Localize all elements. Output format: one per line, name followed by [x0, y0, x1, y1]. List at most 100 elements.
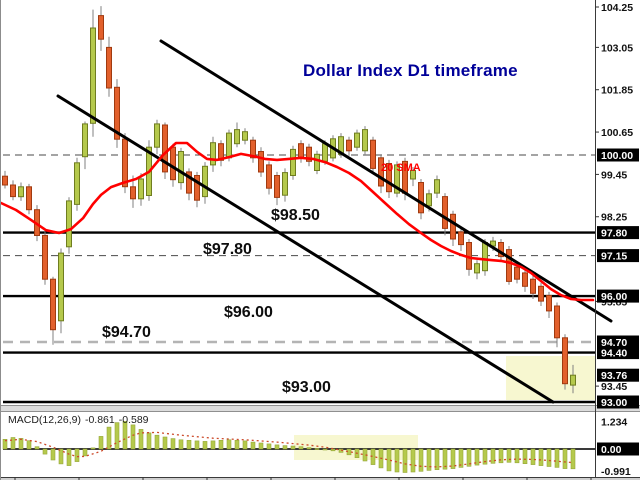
bull-candle [58, 252, 64, 322]
bull-candle [282, 172, 288, 196]
macd-name: MACD(12,26,9) [8, 414, 81, 426]
bear-candle [258, 151, 264, 173]
bear-candle [114, 86, 120, 140]
macd-histogram-bar [474, 448, 480, 466]
macd-histogram-bar [170, 438, 176, 450]
macd-histogram-bar [162, 436, 168, 450]
bear-candle [2, 175, 8, 186]
axis-tick-label: 93.45 [601, 381, 627, 393]
macd-histogram-bar [18, 438, 24, 450]
macd-indicator-label: MACD(12,26,9) -0.861 -0.589 [8, 414, 153, 426]
macd-histogram-bar [522, 448, 528, 464]
bull-candle [482, 242, 488, 272]
macd-histogram-bar [122, 421, 128, 450]
macd-histogram-bar [434, 448, 440, 471]
macd-histogram-bar [370, 448, 376, 465]
bull-candle [570, 374, 576, 386]
bull-candle [66, 200, 72, 248]
bear-candle [266, 164, 272, 189]
bull-candle [154, 123, 160, 148]
macd-histogram-bar [466, 448, 472, 467]
bull-candle [138, 178, 144, 200]
price-badge-bg [597, 249, 639, 263]
bear-candle [98, 15, 104, 40]
macd-histogram-bar [458, 448, 464, 468]
bear-candle [346, 139, 352, 152]
axis-tick-label: 100.65 [601, 127, 633, 139]
macd-histogram-bar [410, 448, 416, 473]
bear-candle [450, 213, 456, 240]
macd-histogram-group [2, 421, 576, 473]
bear-candle [130, 186, 136, 200]
bear-candle [370, 139, 376, 169]
bull-candle [90, 27, 96, 124]
macd-histogram-bar [418, 448, 424, 472]
macd-histogram-bar [82, 448, 88, 457]
bear-candle [562, 337, 568, 385]
candles-group [2, 6, 576, 394]
bull-candle [426, 193, 432, 207]
bear-candle [274, 175, 280, 198]
price-badge-bg [597, 148, 639, 162]
bear-candle [538, 285, 544, 302]
macd-histogram-bar [186, 439, 192, 450]
macd-histogram-bar [202, 441, 208, 450]
macd-histogram-bar [234, 439, 240, 450]
price-badge-bg [597, 335, 639, 349]
bear-candle [386, 163, 392, 193]
chart-title-annotation: Dollar Index D1 timeframe [303, 61, 518, 80]
sma-line [1, 141, 595, 302]
macd-histogram-bar [282, 445, 288, 450]
macd-histogram-bar [2, 438, 8, 450]
macd-zero-badge-label: 0.00 [601, 444, 622, 456]
macd-axis-bottom-label: -0.991 [601, 466, 631, 478]
macd-histogram-bar [426, 448, 432, 471]
bull-candle [394, 164, 400, 194]
bear-candle [194, 175, 200, 201]
macd-histogram-bar [258, 442, 264, 450]
bull-candle [314, 153, 320, 172]
bear-candle [42, 234, 48, 280]
macd-zero-badge-bg [597, 442, 639, 456]
macd-histogram-bar [530, 448, 536, 465]
bull-candle [234, 129, 240, 145]
macd-histogram-bar [90, 447, 96, 450]
macd-histogram-bar [218, 439, 224, 450]
bull-candle [242, 131, 248, 141]
macd-histogram-bar [66, 448, 72, 466]
bear-candle [10, 184, 16, 198]
macd-histogram-bar [298, 446, 304, 450]
macd-histogram-bar [554, 448, 560, 468]
macd-histogram-bar [10, 437, 16, 450]
bull-candle [434, 179, 440, 194]
macd-histogram-bar [98, 436, 104, 450]
time-axis-strip [1, 478, 640, 480]
macd-histogram-bar [106, 426, 112, 450]
price-badge-bg [597, 395, 639, 409]
bull-candle [410, 170, 416, 180]
bear-candle [458, 231, 464, 246]
bear-candle [530, 278, 536, 294]
price-level-annotation-9600: $96.00 [224, 304, 273, 321]
price-level-annotation-9470: $94.70 [102, 324, 151, 341]
macd-signal-value: -0.589 [118, 414, 149, 426]
price-badge-label: 96.00 [601, 291, 627, 303]
macd-main-value: -0.861 [84, 414, 115, 426]
price-badge-bg [597, 346, 639, 360]
axis-tick-label: 103.05 [601, 42, 633, 54]
macd-histogram-bar [482, 448, 488, 465]
macd-histogram-bar [242, 440, 248, 450]
macd-histogram-bar [322, 448, 328, 451]
bull-candle [322, 143, 328, 162]
macd-histogram-bar [138, 429, 144, 450]
macd-histogram-bar [58, 448, 64, 465]
bear-candle [26, 186, 32, 211]
bull-candle [362, 129, 368, 152]
bear-candle [106, 46, 112, 89]
axis-tick-label: 101.85 [601, 85, 633, 97]
axis-tick-label: 99.45 [601, 169, 627, 181]
macd-signal-line [4, 431, 574, 468]
price-badge-bg [597, 226, 639, 240]
